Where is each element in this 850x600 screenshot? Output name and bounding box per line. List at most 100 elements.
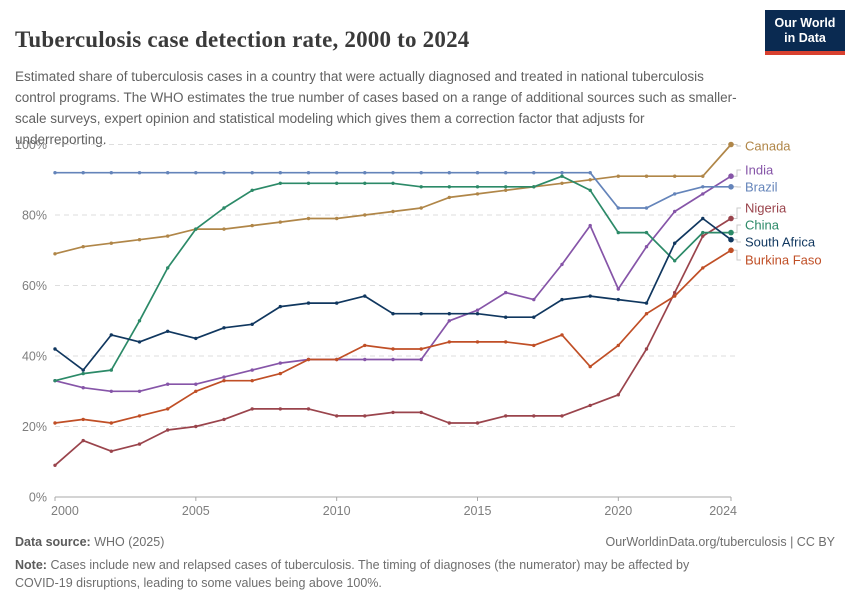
point-canada-2010[interactable] [335,216,339,221]
point-china-2013[interactable] [419,185,423,189]
point-canada-2008[interactable] [278,220,282,224]
point-brazil-2003[interactable] [137,171,142,175]
point-south-africa-2023[interactable] [701,216,705,221]
point-nigeria-2017[interactable] [532,414,536,418]
point-india-2024[interactable] [728,173,734,179]
point-canada-2009[interactable] [306,216,311,221]
point-brazil-2002[interactable] [109,171,114,175]
point-canada-2018[interactable] [560,181,564,185]
point-south-africa-2018[interactable] [560,297,564,302]
point-south-africa-2006[interactable] [222,326,226,330]
legend-label-south-africa[interactable]: South Africa [745,235,816,250]
point-canada-2001[interactable] [81,245,85,249]
point-canada-2003[interactable] [137,238,142,242]
point-burkina-faso-2024[interactable] [728,247,734,254]
point-india-2020[interactable] [616,287,620,291]
point-nigeria-2004[interactable] [166,428,170,432]
point-nigeria-2024[interactable] [728,215,734,222]
point-nigeria-2020[interactable] [616,393,620,397]
point-brazil-2006[interactable] [222,171,226,175]
point-south-africa-2020[interactable] [616,297,620,302]
point-nigeria-2007[interactable] [250,407,254,411]
point-canada-2021[interactable] [644,174,649,178]
point-china-2024[interactable] [728,229,734,236]
point-south-africa-2000[interactable] [53,347,57,351]
point-burkina-faso-2021[interactable] [644,312,649,316]
point-south-africa-2021[interactable] [644,301,649,305]
point-canada-2024[interactable] [728,141,734,148]
point-brazil-2004[interactable] [166,171,170,175]
point-brazil-2014[interactable] [447,171,451,175]
point-south-africa-2013[interactable] [419,312,423,316]
point-burkina-faso-2008[interactable] [278,371,282,376]
point-nigeria-2013[interactable] [419,410,423,415]
point-burkina-faso-2019[interactable] [588,364,592,369]
point-china-2007[interactable] [250,188,254,192]
point-nigeria-2021[interactable] [644,347,649,351]
point-brazil-2008[interactable] [278,171,282,175]
point-canada-2022[interactable] [673,174,677,178]
legend-label-nigeria[interactable]: Nigeria [745,201,787,216]
point-south-africa-2003[interactable] [137,340,142,344]
point-brazil-2017[interactable] [532,171,536,175]
point-canada-2012[interactable] [391,209,395,214]
point-china-2001[interactable] [81,371,85,376]
point-south-africa-2011[interactable] [363,294,367,298]
owid-logo[interactable]: Our World in Data [765,10,845,55]
point-south-africa-2004[interactable] [166,329,170,333]
point-burkina-faso-2007[interactable] [250,379,254,383]
point-canada-2000[interactable] [53,252,57,256]
point-nigeria-2000[interactable] [53,463,57,467]
point-india-2016[interactable] [504,290,508,295]
point-india-2015[interactable] [475,308,480,312]
point-nigeria-2012[interactable] [391,410,395,415]
point-burkina-faso-2018[interactable] [560,333,564,337]
point-burkina-faso-2016[interactable] [504,340,508,344]
point-canada-2006[interactable] [222,227,226,231]
point-china-2010[interactable] [335,181,339,185]
point-china-2017[interactable] [532,185,536,189]
point-canada-2019[interactable] [588,178,592,182]
point-china-2015[interactable] [475,185,480,189]
point-burkina-faso-2014[interactable] [447,340,451,344]
legend-label-brazil[interactable]: Brazil [745,180,778,195]
point-south-africa-2012[interactable] [391,312,395,316]
point-brazil-2005[interactable] [194,171,198,175]
point-china-2000[interactable] [53,379,57,383]
point-burkina-faso-2006[interactable] [222,379,226,383]
point-south-africa-2017[interactable] [532,315,536,319]
point-canada-2004[interactable] [166,234,170,238]
line-brazil[interactable] [54,171,732,209]
point-south-africa-2014[interactable] [447,312,451,316]
point-india-2007[interactable] [250,368,254,372]
point-south-africa-2010[interactable] [335,301,339,305]
point-south-africa-2016[interactable] [504,315,508,319]
point-brazil-2022[interactable] [673,192,677,196]
point-china-2020[interactable] [616,230,620,235]
point-burkina-faso-2003[interactable] [137,414,142,418]
point-south-africa-2015[interactable] [475,312,480,316]
point-india-2003[interactable] [137,389,142,393]
point-brazil-2019[interactable] [588,171,592,175]
point-brazil-2021[interactable] [644,206,649,210]
point-nigeria-2005[interactable] [194,424,198,429]
point-south-africa-2019[interactable] [588,294,592,298]
point-china-2014[interactable] [447,185,451,189]
point-canada-2023[interactable] [701,174,705,178]
point-burkina-faso-2017[interactable] [532,343,536,348]
legend-label-burkina-faso[interactable]: Burkina Faso [745,253,822,268]
point-brazil-2007[interactable] [250,171,254,175]
point-nigeria-2001[interactable] [81,438,85,443]
point-canada-2020[interactable] [616,174,620,178]
point-canada-2016[interactable] [504,188,508,192]
point-brazil-2020[interactable] [616,206,620,210]
point-canada-2011[interactable] [363,213,367,217]
point-burkina-faso-2010[interactable] [335,357,339,362]
point-nigeria-2014[interactable] [447,421,451,425]
point-india-2011[interactable] [363,357,367,362]
point-burkina-faso-2011[interactable] [363,343,367,348]
point-india-2005[interactable] [194,382,198,386]
point-burkina-faso-2023[interactable] [701,266,705,270]
point-india-2018[interactable] [560,262,564,267]
